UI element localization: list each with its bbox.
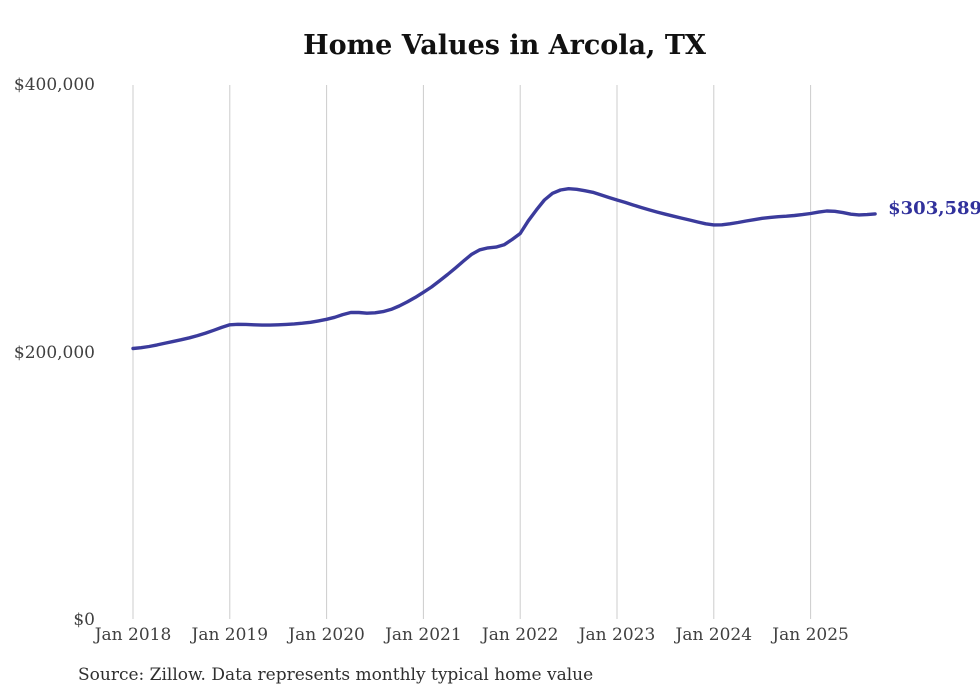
x-axis-tick-label: Jan 2018	[94, 625, 172, 645]
x-axis-tick-label: Jan 2023	[578, 625, 656, 645]
x-axis-tick-label: Jan 2025	[772, 625, 849, 645]
x-axis-tick-label: Jan 2024	[675, 625, 753, 645]
x-axis-tick-label: Jan 2022	[481, 625, 559, 645]
y-axis-tick-label: $200,000	[13, 342, 95, 363]
x-axis-tick-label: Jan 2020	[288, 625, 365, 645]
x-axis-tick-label: Jan 2021	[385, 625, 462, 645]
y-axis-tick-label: $400,000	[13, 75, 95, 95]
y-axis-tick-label: $0	[73, 610, 95, 630]
chart-title: Home Values in Arcola, TX	[303, 30, 706, 61]
x-axis-tick-label: Jan 2019	[191, 625, 269, 645]
home-values-line	[131, 187, 877, 351]
source-note: Source: Zillow. Data represents monthly …	[78, 665, 594, 685]
latest-value-label: $303,589	[888, 197, 980, 219]
